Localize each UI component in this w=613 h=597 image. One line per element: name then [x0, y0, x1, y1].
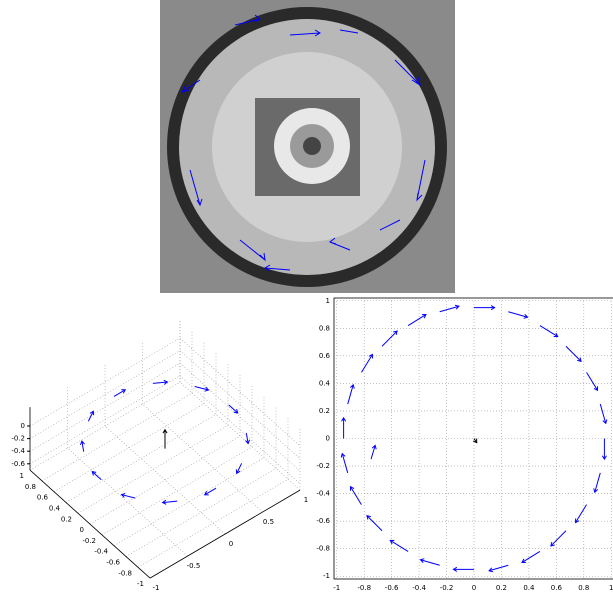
arrow — [163, 430, 167, 449]
arrow — [163, 500, 178, 504]
x-tick-label: 0 — [229, 540, 233, 548]
x-tick-label: 0 — [472, 584, 476, 592]
y-tick-label: 0.6 — [37, 494, 49, 502]
z-tick-label: 0 — [21, 422, 25, 430]
arrow — [122, 493, 136, 498]
quiver-2d-plot: -1 -0.8 -0.6 -0.4 -0.2 0 0.2 0.4 0.6 0.8 1 -1 -0.8 -0… — [316, 297, 613, 592]
grid-line — [102, 447, 252, 535]
grid-line — [126, 469, 276, 557]
arrow — [114, 390, 125, 397]
arrow — [195, 387, 209, 392]
arrow — [229, 405, 238, 413]
figure: -1-0.500.51-1-0.8-0.6-0.4-0.200.20.40.60… — [0, 0, 613, 597]
axis-line — [150, 490, 300, 578]
y-tick-label: -0.8 — [118, 569, 132, 577]
y-tick-label: 1 — [20, 472, 24, 480]
y-tick-label: 0.2 — [319, 407, 330, 415]
grid-line — [180, 351, 300, 459]
fisheye-photo — [160, 0, 455, 293]
x-tick-label: -0.5 — [187, 562, 201, 570]
y-tick-label: 0 — [80, 526, 84, 534]
y-tick-label: 0.8 — [319, 324, 330, 332]
arrow — [236, 463, 241, 473]
y-tick-label: 0.4 — [49, 505, 61, 513]
x-tick-label: -1 — [153, 584, 160, 592]
y-tick-label: -1 — [137, 580, 144, 588]
y-tick-label: -0.4 — [94, 548, 108, 556]
y-tick-label: 1 — [326, 297, 330, 305]
y-tick-label: -0.2 — [316, 462, 330, 470]
x-tick-label: -0.4 — [412, 584, 426, 592]
y-tick-label: -0.8 — [316, 545, 330, 553]
x-tick-label: -1 — [333, 584, 340, 592]
grid-line — [30, 338, 180, 426]
y-tick-label: 0.2 — [61, 515, 72, 523]
x-tick-label: -0.2 — [440, 584, 454, 592]
y-tick-label: 0.8 — [25, 483, 36, 491]
z-tick-label: -0.4 — [11, 447, 25, 455]
y-tick-label: -0.6 — [316, 517, 330, 525]
y-tick-label: 0.4 — [319, 379, 331, 387]
axis-line — [30, 470, 150, 578]
z-tick-label: -0.2 — [11, 435, 25, 443]
y-tick-label: -1 — [323, 572, 330, 580]
page: -1-0.500.51-1-0.8-0.6-0.4-0.200.20.40.60… — [0, 0, 613, 597]
y-tick-label: 0 — [326, 435, 330, 443]
x-tick-label: 0.4 — [523, 584, 535, 592]
y-tick-label: -0.2 — [82, 537, 96, 545]
y-tick-label: -0.4 — [316, 490, 330, 498]
grid-line — [90, 436, 240, 524]
x-tick-label: 0.6 — [551, 584, 563, 592]
y-tick-label: 0.6 — [319, 352, 331, 360]
z-tick-label: -0.6 — [11, 460, 25, 468]
arrow-shaft — [229, 405, 238, 413]
arrow-shaft — [92, 472, 101, 480]
arrow — [80, 441, 84, 452]
x-tick-label: 1 — [304, 496, 308, 504]
arrow — [88, 411, 93, 421]
x-tick-label: -0.8 — [357, 584, 371, 592]
y-tick-label: -0.6 — [106, 559, 120, 567]
x-tick-label: -0.6 — [385, 584, 399, 592]
mount-center — [303, 137, 321, 155]
arrow — [153, 380, 168, 384]
x-tick-label: 0.2 — [496, 584, 507, 592]
grid-line — [143, 404, 263, 512]
x-tick-label: 1 — [609, 584, 613, 592]
arrow — [92, 472, 101, 480]
x-tick-label: 0.5 — [263, 518, 274, 526]
quiver-3d-plot: -1-0.500.51-1-0.8-0.6-0.4-0.200.20.40.60… — [11, 319, 308, 592]
x-tick-label: 0.8 — [578, 584, 589, 592]
